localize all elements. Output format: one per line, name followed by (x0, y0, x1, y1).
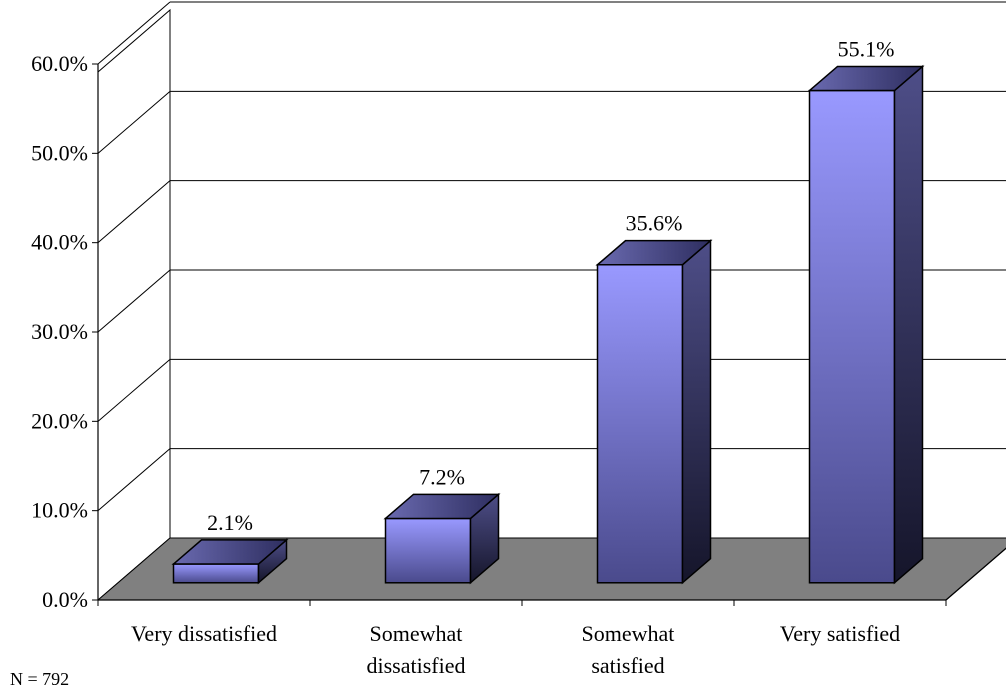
bar (595, 239, 713, 585)
bar-top-face (383, 493, 501, 520)
left-wall (97, 8, 171, 602)
category-label: Somewhat (370, 621, 463, 646)
sample-size-note: N = 792 (10, 669, 70, 689)
bar-front-face (384, 517, 472, 584)
bar-top-face (595, 239, 713, 266)
gridline-diagonal (97, 448, 171, 512)
category-label: Very dissatisfied (131, 621, 277, 646)
y-tick-label: 20.0% (31, 408, 88, 433)
bar-front-face (172, 563, 260, 584)
y-tick-label: 30.0% (31, 319, 88, 344)
gridline-diagonal (97, 180, 171, 244)
y-tick-label: 50.0% (31, 140, 88, 165)
y-tick-label: 60.0% (31, 51, 88, 76)
bar-value-label: 55.1% (838, 36, 895, 61)
category-label: dissatisfied (367, 653, 466, 678)
gridline-diagonal (97, 269, 171, 333)
category-label: Very satisfied (780, 621, 900, 646)
bar-value-label: 35.6% (626, 211, 683, 236)
bars (171, 64, 925, 585)
gridline-diagonal (97, 1, 171, 65)
axes (92, 63, 1006, 606)
bar-front-face (808, 89, 896, 584)
bar (807, 64, 925, 585)
gridline-diagonal (97, 90, 171, 154)
y-tick-label: 0.0% (42, 587, 88, 612)
bar (171, 538, 289, 585)
bar-value-label: 2.1% (207, 510, 253, 535)
bar-top-face (171, 539, 289, 565)
bar-value-label: 7.2% (419, 464, 465, 489)
bar-side-face (893, 64, 924, 585)
plot-walls (97, 8, 171, 602)
y-tick-label: 40.0% (31, 230, 88, 255)
category-label: Somewhat (582, 621, 675, 646)
bar-top-face (807, 65, 925, 92)
bar-front-face (596, 264, 684, 584)
category-label: satisfied (591, 653, 664, 678)
floor-right-edge (945, 547, 1006, 601)
gridline-diagonal (97, 358, 171, 422)
bar (383, 492, 501, 585)
bar-side-face (681, 239, 712, 585)
labels: 0.0% 10.0% 20.0% 30.0% 40.0% 50.0% 60.0% 2.1% Ve… (31, 36, 900, 678)
y-tick-label: 10.0% (31, 498, 88, 523)
